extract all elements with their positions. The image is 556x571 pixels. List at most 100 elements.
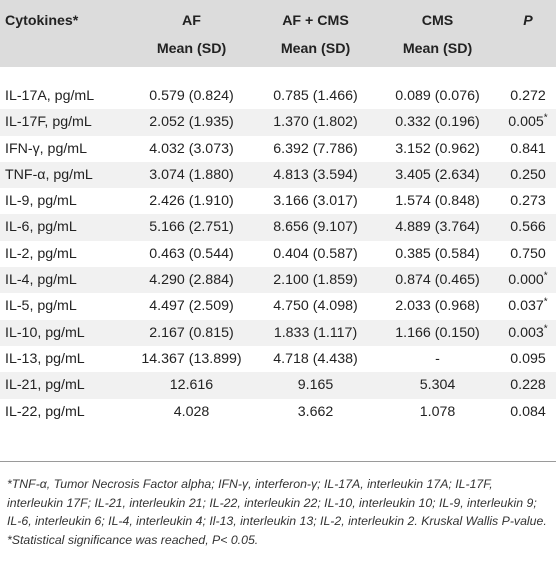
cytokine-name-cell-text: TNF-α, pg/mL — [5, 166, 93, 183]
p-value-cell: 0.005* — [500, 109, 556, 135]
af-cms-value-cell-text: 6.392 (7.786) — [273, 140, 358, 157]
p-value-cell: 0.272 — [500, 83, 556, 109]
af-value-cell-text: 2.167 (0.815) — [149, 324, 234, 341]
cytokine-name-cell-text: IL-4, pg/mL — [5, 272, 77, 289]
p-value-cell-text: 0.250 — [510, 166, 546, 183]
p-value-cell-text: 0.841 — [510, 140, 546, 157]
cytokine-name-cell: IL-4, pg/mL — [5, 267, 77, 293]
af-value-cell: 0.463 (0.544) — [129, 241, 254, 267]
af-value-cell-text: 4.032 (3.073) — [149, 140, 234, 157]
af-value-cell-text: 0.463 (0.544) — [149, 245, 234, 262]
p-value-cell: 0.095 — [500, 346, 556, 372]
p-value-cell-text: 0.095 — [510, 350, 546, 367]
af-cms-value-cell-text: 9.165 — [297, 377, 334, 394]
af-cms-value-cell-text: 2.100 (1.859) — [273, 272, 358, 289]
af-value-cell: 3.074 (1.880) — [129, 162, 254, 188]
af-cms-value-cell-text: 3.166 (3.017) — [273, 193, 358, 210]
significance-mark: * — [543, 270, 548, 282]
significance-mark: * — [543, 112, 548, 124]
cms-value-cell: 1.574 (0.848) — [379, 188, 496, 214]
af-cms-value-cell-text: 3.662 — [297, 403, 334, 420]
cms-value-cell-text: 3.405 (2.634) — [395, 166, 480, 183]
af-cms-value-cell-text: 8.656 (9.107) — [273, 219, 358, 236]
cytokine-name-cell-text: IL-22, pg/mL — [5, 403, 85, 420]
cytokine-name-cell: IL-17A, pg/mL — [5, 83, 94, 109]
af-value-cell: 2.167 (0.815) — [129, 320, 254, 346]
table-row: IL-17A, pg/mL 0.579 (0.824) 0.785 (1.466) 0… — [0, 83, 556, 109]
p-value-cell: 0.273 — [500, 188, 556, 214]
cms-value-cell: 1.078 — [379, 399, 496, 425]
table-row: IL-5, pg/mL 4.497 (2.509) 4.750 (4.098) 2.0… — [0, 293, 556, 319]
cms-value-cell: 0.874 (0.465) — [379, 267, 496, 293]
cms-value-cell-text: 1.078 — [419, 403, 456, 420]
af-value-cell: 0.579 (0.824) — [129, 83, 254, 109]
p-value-cell: 0.250 — [500, 162, 556, 188]
af-value-cell: 5.166 (2.751) — [129, 214, 254, 240]
p-value-cell-text: 0.003 — [508, 324, 544, 341]
af-cms-value-cell: 4.750 (4.098) — [253, 293, 378, 319]
footnote-significance: *Statistical significance was reached, P… — [7, 532, 259, 547]
header-row-2: Mean (SD) Mean (SD) Mean (SD) — [0, 38, 556, 60]
footnote-abbreviations: *TNF-α, Tumor Necrosis Factor alpha; IFN… — [7, 477, 547, 529]
cytokine-name-cell: IL-21, pg/mL — [5, 372, 85, 398]
cms-value-cell: 4.889 (3.764) — [379, 214, 496, 240]
cytokine-name-cell: TNF-α, pg/mL — [5, 162, 93, 188]
header-cytokines: Cytokines* — [5, 13, 79, 29]
table-row: TNF-α, pg/mL 3.074 (1.880) 4.813 (3.594) 3.… — [0, 161, 556, 189]
table-row: IFN-γ, pg/mL 4.032 (3.073) 6.392 (7.786) 3.… — [0, 136, 556, 162]
table-row: IL-22, pg/mL 4.028 3.662 1.078 0.084 — [0, 399, 556, 425]
cytokine-name-cell: IL-2, pg/mL — [5, 241, 77, 267]
af-value-cell: 4.290 (2.884) — [129, 267, 254, 293]
significance-mark: * — [543, 296, 548, 308]
table-header: Cytokines* AF AF + CMS CMS P Mean (SD) M… — [0, 0, 556, 67]
p-value-cell-text: 0.084 — [510, 403, 546, 420]
p-value-cell: 0.566 — [500, 214, 556, 240]
p-value-cell-text: 0.005 — [508, 114, 544, 131]
af-cms-value-cell-text: 1.370 (1.802) — [273, 114, 358, 131]
af-cms-value-cell: 0.404 (0.587) — [253, 241, 378, 267]
header-cms-mean-sd: Mean (SD) — [402, 41, 473, 57]
significance-mark: * — [543, 322, 548, 334]
header-af: AF — [182, 13, 201, 29]
cms-value-cell: 3.152 (0.962) — [379, 136, 496, 162]
af-cms-value-cell: 9.165 — [253, 372, 378, 398]
p-value-cell: 0.003* — [500, 320, 556, 346]
af-value-cell: 2.426 (1.910) — [129, 188, 254, 214]
af-value-cell: 12.616 — [129, 372, 254, 398]
cytokine-name-cell-text: IL-17A, pg/mL — [5, 88, 95, 104]
cytokine-name-cell-text: IL-2, pg/mL — [5, 245, 77, 262]
p-value-cell: 0.084 — [500, 399, 556, 425]
cytokine-name-cell-text: IL-21, pg/mL — [5, 377, 85, 394]
af-cms-value-cell: 1.370 (1.802) — [253, 109, 378, 135]
af-cms-value-cell-text: 4.750 (4.098) — [273, 298, 358, 315]
af-value-cell-text: 4.028 — [173, 403, 210, 420]
af-value-cell-text: 2.052 (1.935) — [149, 114, 234, 131]
cytokine-name-cell-text: IL-9, pg/mL — [5, 193, 77, 210]
header-cms: CMS — [421, 13, 454, 29]
table-body: IL-17A, pg/mL 0.579 (0.824) 0.785 (1.466) 0… — [0, 83, 556, 425]
af-value-cell-text: 5.166 (2.751) — [149, 219, 234, 236]
table-row: IL-6, pg/mL 5.166 (2.751) 8.656 (9.107) 4.8… — [0, 214, 556, 241]
af-cms-value-cell: 6.392 (7.786) — [253, 136, 378, 162]
af-value-cell-text: 12.616 — [169, 377, 214, 394]
header-row-1: Cytokines* AF AF + CMS CMS P — [0, 10, 556, 32]
table-row: IL-17F, pg/mL 2.052 (1.935) 1.370 (1.802) 0… — [0, 109, 556, 136]
p-value-cell-text: 0.228 — [510, 377, 546, 394]
table-row: IL-21, pg/mL 12.616 9.165 5.304 0.228 — [0, 372, 556, 399]
af-cms-value-cell-text: 4.813 (3.594) — [273, 166, 358, 183]
header-af-mean-sd: Mean (SD) — [156, 41, 227, 57]
af-value-cell-text: 2.426 (1.910) — [149, 193, 234, 210]
cms-value-cell-text: 5.304 — [419, 377, 456, 394]
af-cms-value-cell: 1.833 (1.117) — [253, 320, 378, 346]
p-value-cell-text: 0.566 — [510, 219, 546, 236]
af-value-cell-text: 14.367 (13.899) — [141, 350, 242, 367]
cms-value-cell: 5.304 — [379, 372, 496, 398]
af-cms-value-cell-text: 0.785 (1.466) — [273, 88, 358, 104]
header-p: P — [523, 13, 533, 29]
cytokine-name-cell-text: IL-6, pg/mL — [5, 219, 77, 236]
af-cms-value-cell: 2.100 (1.859) — [253, 267, 378, 293]
table-bottom-rule — [0, 461, 556, 462]
table-row: IL-13, pg/mL 14.367 (13.899) 4.718 (4.438)… — [0, 346, 556, 372]
table-row: IL-10, pg/mL 2.167 (0.815) 1.833 (1.117) 1.… — [0, 319, 556, 346]
